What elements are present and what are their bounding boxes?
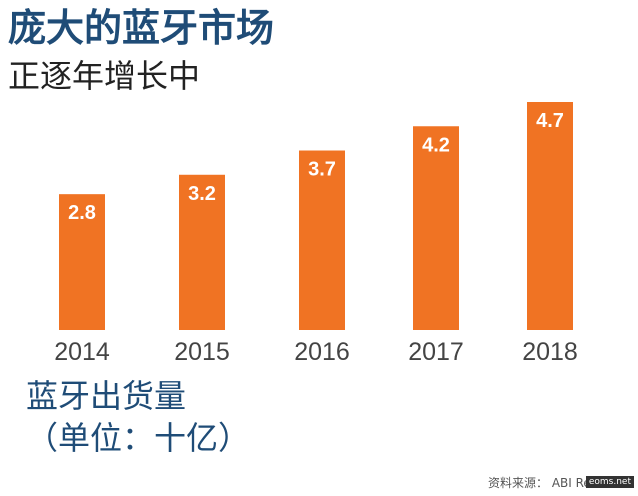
x-tick-2014: 2014 (54, 338, 110, 366)
x-tick-2017: 2017 (408, 338, 464, 366)
x-tick-2015: 2015 (174, 338, 230, 366)
unit-sub-label: （单位：十亿） (26, 419, 251, 457)
bar-chart: 2.8 2014 3.2 2015 3.7 2016 4.2 2017 4.7 2018 (54, 102, 578, 366)
data-label-2017: 4.2 (422, 134, 450, 156)
data-label-2016: 3.7 (308, 159, 336, 181)
data-label-2015: 3.2 (188, 183, 216, 205)
chart-title: 庞大的蓝牙市场 (8, 6, 275, 50)
unit-label: 蓝牙出货量 (26, 377, 187, 415)
watermark: eoms.net (585, 476, 634, 488)
bar-2015 (179, 174, 225, 330)
data-label-2018: 4.7 (536, 110, 564, 132)
x-tick-2016: 2016 (294, 338, 350, 366)
data-label-2014: 2.8 (68, 202, 96, 224)
bar-2014 (59, 194, 105, 330)
bar-2017 (413, 126, 459, 331)
chart-subtitle: 正逐年增长中 (8, 57, 201, 95)
x-tick-2018: 2018 (522, 338, 578, 366)
bar-2016 (299, 150, 345, 330)
bar-2018 (527, 102, 573, 330)
